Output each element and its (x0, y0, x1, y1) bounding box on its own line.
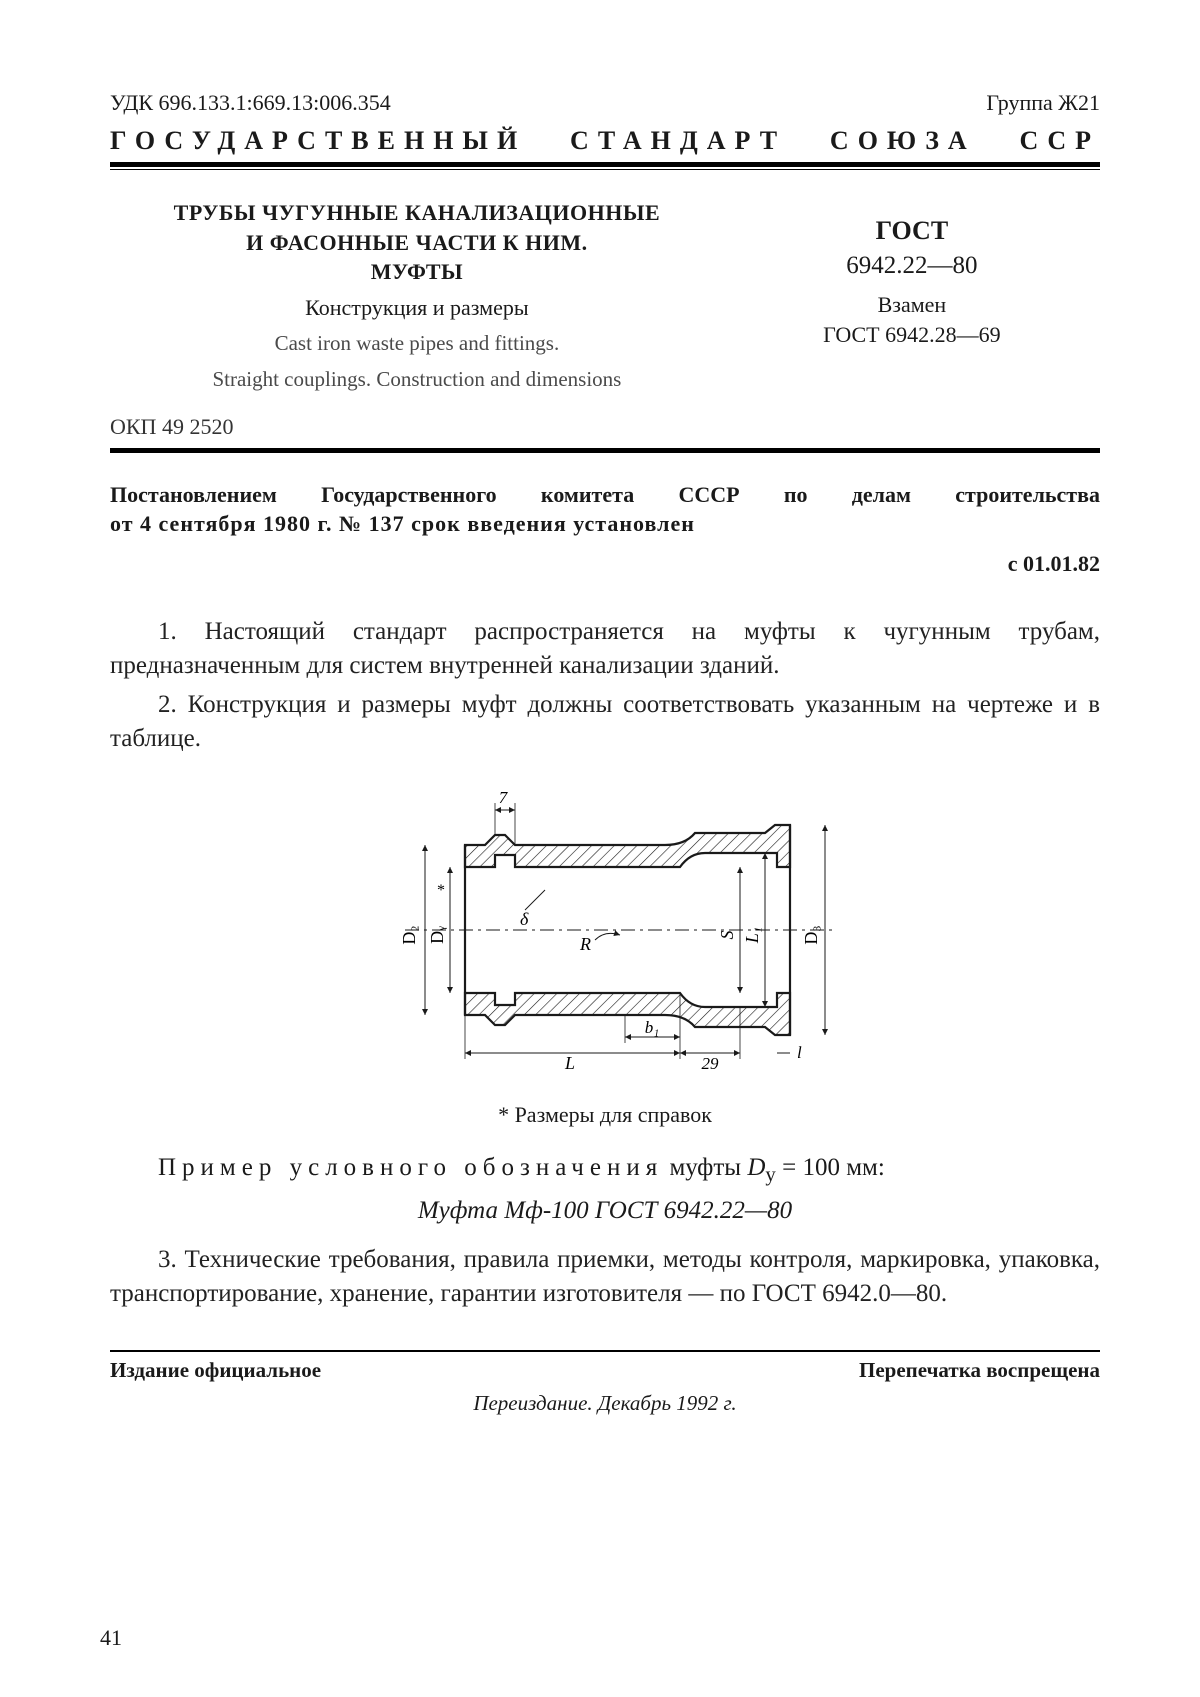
replaces-value: ГОСТ 6942.28—69 (823, 322, 1000, 347)
title-left: ТРУБЫ ЧУГУННЫЕ КАНАЛИЗАЦИОННЫЕ И ФАСОННЫ… (110, 198, 724, 394)
replaces-label: Взамен (878, 292, 947, 317)
example-designation: Муфта Мф-100 ГОСТ 6942.22—80 (110, 1197, 1100, 1225)
banner-rule-thin (110, 169, 1100, 170)
dim-delta: δ (520, 909, 529, 929)
paragraph-2: 2. Конструкция и размеры муфт должны соо… (110, 688, 1100, 757)
drawing-caption: * Размеры для справок (110, 1102, 1100, 1128)
dim-l: L (564, 1053, 575, 1073)
title-en-1: Cast iron waste pipes and fittings. (110, 329, 724, 357)
example-tail-b: = 100 мм: (776, 1154, 885, 1181)
example-label-spaced: Пример условного обозначения (158, 1154, 663, 1181)
dim-29: 29 (702, 1054, 720, 1073)
replaces-block: Взамен ГОСТ 6942.28—69 (724, 290, 1100, 349)
state-standard-banner: ГОСУДАРСТВЕННЫЙ СТАНДАРТ СОЮЗА ССР (110, 126, 1100, 156)
top-line: УДК 696.133.1:669.13:006.354 Группа Ж21 (110, 90, 1100, 116)
footer-rule (110, 1350, 1100, 1352)
page: УДК 696.133.1:669.13:006.354 Группа Ж21 … (0, 0, 1200, 1697)
title-ru-3: МУФТЫ (110, 257, 724, 287)
reissue-note: Переиздание. Декабрь 1992 г. (110, 1391, 1100, 1416)
title-right: ГОСТ 6942.22—80 Взамен ГОСТ 6942.28—69 (724, 198, 1100, 394)
footer-row: Издание официальное Перепечатка воспреще… (110, 1358, 1100, 1383)
dim-star: * (437, 882, 445, 899)
footer-left: Издание официальное (110, 1358, 321, 1383)
body-text-2: 3. Технические требования, правила прием… (110, 1243, 1100, 1312)
gost-number: 6942.22—80 (724, 252, 1100, 280)
decree-line2: от 4 сентября 1980 г. № 137 срок введени… (110, 511, 1100, 537)
technical-drawing: D₂ Dᵧ * 7 δ R S L₁ D₃ (110, 775, 1100, 1128)
dim-r: R (579, 934, 591, 954)
title-block: ТРУБЫ ЧУГУННЫЕ КАНАЛИЗАЦИОННЫЕ И ФАСОННЫ… (110, 198, 1100, 394)
subtitle-ru: Конструкция и размеры (110, 295, 724, 321)
effective-date: с 01.01.82 (110, 551, 1100, 577)
dim-l1: L₁ (742, 927, 762, 944)
example-line: Пример условного обозначения муфты Dу = … (110, 1154, 1100, 1187)
dim-d3: D₃ (801, 925, 821, 944)
okp-code: ОКП 49 2520 (110, 414, 1100, 440)
paragraph-1: 1. Настоящий стандарт распространяется н… (110, 615, 1100, 684)
title-ru-1: ТРУБЫ ЧУГУННЫЕ КАНАЛИЗАЦИОННЫЕ (110, 198, 724, 228)
page-number: 41 (100, 1625, 122, 1651)
dim-dy: Dᵧ (427, 926, 448, 944)
dim-s: S (717, 930, 737, 939)
title-ru-2: И ФАСОННЫЕ ЧАСТИ К НИМ. (110, 228, 724, 258)
header-bottom-rule (110, 448, 1100, 453)
example-symbol: D (747, 1154, 765, 1181)
group-code: Группа Ж21 (986, 90, 1100, 116)
example-sub: у (765, 1162, 775, 1186)
coupling-drawing-svg: D₂ Dᵧ * 7 δ R S L₁ D₃ (345, 775, 865, 1085)
title-en-2: Straight couplings. Construction and dim… (110, 365, 724, 393)
dim-d2: D₂ (399, 925, 419, 944)
example-tail-a: муфты (663, 1154, 747, 1181)
body-text: 1. Настоящий стандарт распространяется н… (110, 615, 1100, 757)
dim-7: 7 (499, 788, 509, 807)
gost-label: ГОСТ (724, 216, 1100, 246)
decree-line1: Постановлением Государственного комитета… (110, 479, 1100, 511)
banner-rule-heavy (110, 162, 1100, 167)
paragraph-3: 3. Технические требования, правила прием… (110, 1243, 1100, 1312)
dim-b1: b₁ (645, 1018, 659, 1037)
footer-right: Перепечатка воспрещена (859, 1358, 1100, 1383)
udk-code: УДК 696.133.1:669.13:006.354 (110, 90, 391, 116)
dim-l-small: l (797, 1043, 802, 1062)
